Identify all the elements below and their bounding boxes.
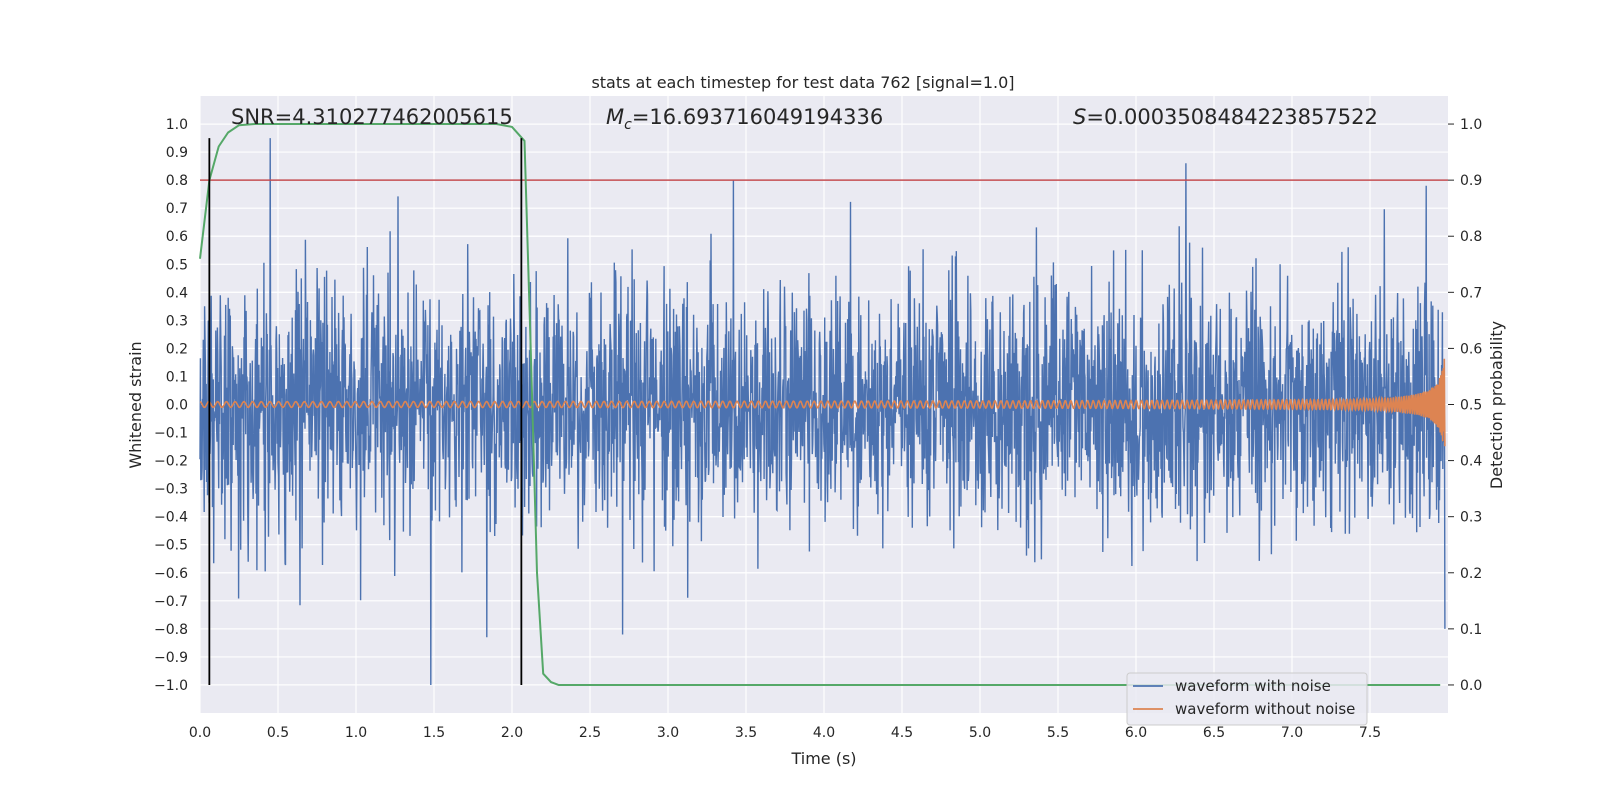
y-tick-label: 0.6 — [166, 229, 188, 245]
y2-tick-label: 0.9 — [1460, 173, 1482, 189]
data-series — [199, 123, 1448, 686]
x-tick-label: 6.0 — [1125, 725, 1147, 741]
y2-tick-label: 0.8 — [1460, 229, 1482, 245]
y2-tick-label: 0.2 — [1460, 566, 1482, 582]
y-tick-label: 1.0 — [166, 117, 188, 133]
legend-label-noise: waveform with noise — [1175, 677, 1331, 695]
legend: waveform with noise waveform without noi… — [1126, 672, 1368, 726]
y-tick-label: 0.4 — [166, 285, 188, 301]
s-annotation: S=0.0003508484223857522 — [1073, 105, 1378, 129]
x-tick-label: 5.5 — [1047, 725, 1069, 741]
y-tick-label: 0.9 — [166, 145, 188, 161]
x-tick-label: 0.0 — [189, 725, 211, 741]
y-tick-label: −0.1 — [154, 426, 188, 442]
y-tick-label: 0.7 — [166, 201, 188, 217]
y-tick-label: 0.8 — [166, 173, 188, 189]
y-tick-label: −0.7 — [154, 594, 188, 610]
x-tick-label: 3.5 — [735, 725, 757, 741]
y2-tick-label: 1.0 — [1460, 117, 1482, 133]
series-waveform-with-noise — [199, 138, 1446, 686]
x-tick-label: 2.5 — [579, 725, 601, 741]
x-axis-label: Time (s) — [790, 749, 856, 768]
y-tick-label: 0.0 — [166, 398, 188, 414]
y-tick-label: −0.4 — [154, 510, 188, 526]
y2-tick-label: 0.4 — [1460, 454, 1482, 470]
x-tick-label: 1.5 — [423, 725, 445, 741]
x-tick-label: 7.5 — [1359, 725, 1381, 741]
y2-tick-label: 0.7 — [1460, 285, 1482, 301]
x-tick-label: 3.0 — [657, 725, 679, 741]
y2-tick-label: 0.3 — [1460, 510, 1482, 526]
y2-tick-label: 0.5 — [1460, 398, 1482, 414]
series-detection-probability — [199, 123, 1441, 686]
y-axis-label: Whitened strain — [126, 341, 145, 468]
legend-box — [1126, 672, 1368, 726]
marker-lines — [208, 138, 523, 685]
x-tick-label: 4.5 — [891, 725, 913, 741]
y-tick-label: −0.9 — [154, 650, 188, 666]
y2-tick-label: 0.0 — [1460, 678, 1482, 694]
mc-annotation: Mc=16.693716049194336 — [606, 105, 883, 133]
y-tick-label: −0.6 — [154, 566, 188, 582]
y-tick-label: −0.3 — [154, 482, 188, 498]
y-tick-label: −0.5 — [154, 538, 188, 554]
y-tick-label: −1.0 — [154, 678, 188, 694]
x-tick-label: 7.0 — [1281, 725, 1303, 741]
y-tick-label: 0.3 — [166, 313, 188, 329]
axes: 0.0 0.5 1.0 1.5 2.0 2.5 3.0 3.5 4.0 4.5 5.0 5.5 6.0 6… — [154, 117, 1482, 741]
legend-label-clean: waveform without noise — [1175, 700, 1355, 718]
x-tick-label: 0.5 — [267, 725, 289, 741]
snr-annotation: SNR=4.310277462005615 — [231, 105, 513, 129]
y2-tick-label: 0.1 — [1460, 622, 1482, 638]
y-tick-label: −0.8 — [154, 622, 188, 638]
x-tick-label: 2.0 — [501, 725, 523, 741]
x-tick-label: 6.5 — [1203, 725, 1225, 741]
x-tick-label: 4.0 — [813, 725, 835, 741]
y-tick-label: 0.2 — [166, 341, 188, 357]
y2-axis-label: Detection probability — [1487, 321, 1506, 489]
y2-tick-label: 0.6 — [1460, 341, 1482, 357]
chart-title: stats at each timestep for test data 762… — [591, 73, 1014, 92]
series-waveform-without-noise — [199, 358, 1446, 447]
y-tick-label: 0.5 — [166, 257, 188, 273]
x-tick-label: 5.0 — [969, 725, 991, 741]
y-tick-label: 0.1 — [166, 369, 188, 385]
y-tick-label: −0.2 — [154, 454, 188, 470]
x-tick-label: 1.0 — [345, 725, 367, 741]
